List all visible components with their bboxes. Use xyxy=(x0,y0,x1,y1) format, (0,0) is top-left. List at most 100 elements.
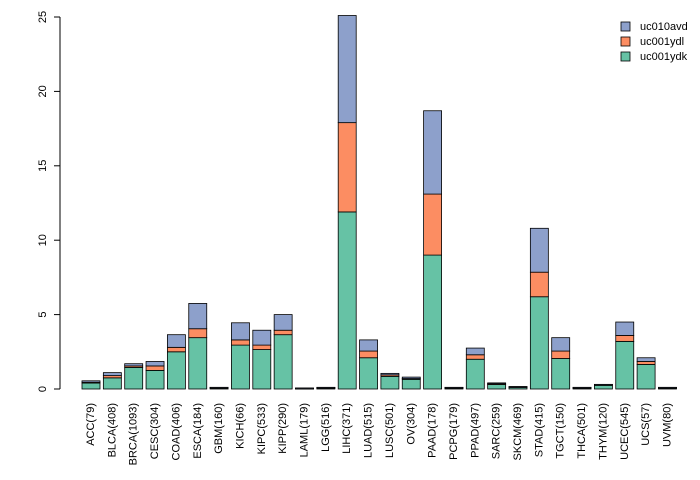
bar-segment-uc010avd xyxy=(102,372,122,377)
bar-stack xyxy=(572,386,592,390)
x-tick-label: TGCT(150) xyxy=(555,403,567,459)
bar-segment-uc001ydk xyxy=(380,375,400,390)
bar-segment-uc010avd xyxy=(465,347,485,356)
bar-segment-uc001ydk xyxy=(273,334,293,390)
x-tick-label: BLCA(408) xyxy=(106,403,118,457)
x-tick-label: CESC(304) xyxy=(149,403,161,459)
bar-segment-uc001ydk xyxy=(615,340,635,390)
bar-segment-uc010avd xyxy=(508,386,528,388)
bar-segment-uc001ydl xyxy=(529,271,549,298)
x-tick-label: SKCM(469) xyxy=(512,403,524,460)
legend-label-uc001ydl: uc001ydl xyxy=(640,36,684,48)
bar-segment-uc001ydk xyxy=(81,382,101,390)
bar-stack xyxy=(295,387,314,390)
bar-segment-uc010avd xyxy=(166,334,186,348)
bar-stack xyxy=(359,339,378,390)
bar-segment-uc001ydk xyxy=(124,367,144,390)
x-tick-label: LUSC(501) xyxy=(384,403,396,458)
bar-segment-uc010avd xyxy=(188,303,208,330)
bar-segment-uc001ydl xyxy=(166,346,186,353)
bar-segment-uc001ydl xyxy=(337,122,357,213)
x-tick-label: UCS(57) xyxy=(640,403,652,446)
x-tick-label: OV(304) xyxy=(405,403,417,445)
x-tick-label: PCPG(179) xyxy=(448,403,460,460)
bar-stack xyxy=(81,380,101,390)
bar-segment-uc001ydk xyxy=(359,357,378,390)
bar-stack xyxy=(252,329,272,390)
bar-stack xyxy=(231,322,250,390)
x-tick-label: PPAD(497) xyxy=(469,403,481,458)
x-tick-label: THCA(501) xyxy=(576,403,588,459)
x-tick-label: THYM(120) xyxy=(597,403,609,460)
bar-segment-uc001ydl xyxy=(551,350,571,359)
x-tick-label: GBM(160) xyxy=(213,403,225,454)
x-tick-label: LAML(179) xyxy=(299,403,311,457)
legend-label-uc001ydk: uc001ydk xyxy=(640,51,688,63)
y-tick-label: 15 xyxy=(37,160,49,172)
y-axis: 0 5 10 15 20 25 xyxy=(37,11,61,392)
bar-stack xyxy=(316,386,336,390)
bar-stack xyxy=(166,334,186,390)
bar-stack xyxy=(102,372,122,390)
bar-segment-uc010avd xyxy=(423,110,443,195)
legend-swatch-uc001ydl xyxy=(620,36,631,47)
bars xyxy=(81,15,677,390)
bar-segment-uc010avd xyxy=(594,383,613,386)
x-tick-label: LUAD(515) xyxy=(363,403,375,458)
y-tick-label: 5 xyxy=(37,312,49,318)
bar-stack xyxy=(423,110,443,390)
bar-segment-uc010avd xyxy=(209,386,229,389)
y-tick-label: 0 xyxy=(37,386,49,392)
bar-stack xyxy=(444,386,464,390)
bar-segment-uc001ydk xyxy=(401,378,421,390)
bar-stack xyxy=(401,376,421,390)
x-tick-label: BRCA(1093) xyxy=(128,403,140,465)
bar-segment-uc010avd xyxy=(401,376,421,379)
bar-stack xyxy=(636,357,656,390)
bar-segment-uc001ydl xyxy=(636,361,656,365)
legend-label-uc010avd: uc010avd xyxy=(640,21,688,33)
bar-segment-uc010avd xyxy=(359,339,378,352)
bar-segment-uc001ydk xyxy=(551,358,571,390)
bar-segment-uc010avd xyxy=(124,363,144,367)
x-tick-label: UVM(80) xyxy=(661,403,673,447)
bar-segment-uc010avd xyxy=(252,329,272,346)
x-tick-label: SARC(259) xyxy=(491,403,503,459)
bar-stack xyxy=(209,386,229,390)
bar-segment-uc010avd xyxy=(658,386,677,389)
legend: uc010avd uc001ydl uc001ydk xyxy=(620,21,688,63)
bar-segment-uc001ydk xyxy=(252,349,272,390)
bar-stack xyxy=(273,314,293,390)
legend-swatch-uc010avd xyxy=(620,21,631,32)
bar-stack xyxy=(487,382,507,390)
y-tick-label: 20 xyxy=(37,85,49,97)
x-tick-label: KIPC(533) xyxy=(256,403,268,454)
bar-segment-uc010avd xyxy=(145,361,165,367)
bar-segment-uc001ydl xyxy=(231,339,250,346)
bar-segment-uc001ydk xyxy=(636,364,656,390)
bar-segment-uc010avd xyxy=(529,227,549,273)
bar-segment-uc010avd xyxy=(273,314,293,331)
bar-segment-uc010avd xyxy=(636,357,656,362)
bar-stack xyxy=(465,347,485,390)
y-tick-label: 25 xyxy=(37,11,49,23)
bar-stack xyxy=(594,383,613,390)
bar-segment-uc010avd xyxy=(231,322,250,341)
x-tick-label: KIPP(290) xyxy=(277,403,289,454)
bar-segment-uc001ydk xyxy=(231,344,250,390)
bar-stack xyxy=(551,337,571,390)
x-tick-label: STAD(415) xyxy=(533,403,545,457)
bar-segment-uc001ydl xyxy=(359,350,378,359)
bar-segment-uc001ydl xyxy=(615,335,635,342)
bar-segment-uc010avd xyxy=(337,15,357,124)
bar-segment-uc010avd xyxy=(444,386,464,389)
x-tick-label: ACC(79) xyxy=(85,403,97,446)
bar-segment-uc010avd xyxy=(81,380,101,383)
bar-segment-uc010avd xyxy=(316,386,336,389)
bar-segment-uc001ydk xyxy=(166,351,186,390)
bar-segment-uc001ydl xyxy=(423,193,443,256)
y-tick-label: 10 xyxy=(37,234,49,246)
bar-segment-uc010avd xyxy=(487,382,507,385)
bar-segment-uc010avd xyxy=(615,321,635,336)
